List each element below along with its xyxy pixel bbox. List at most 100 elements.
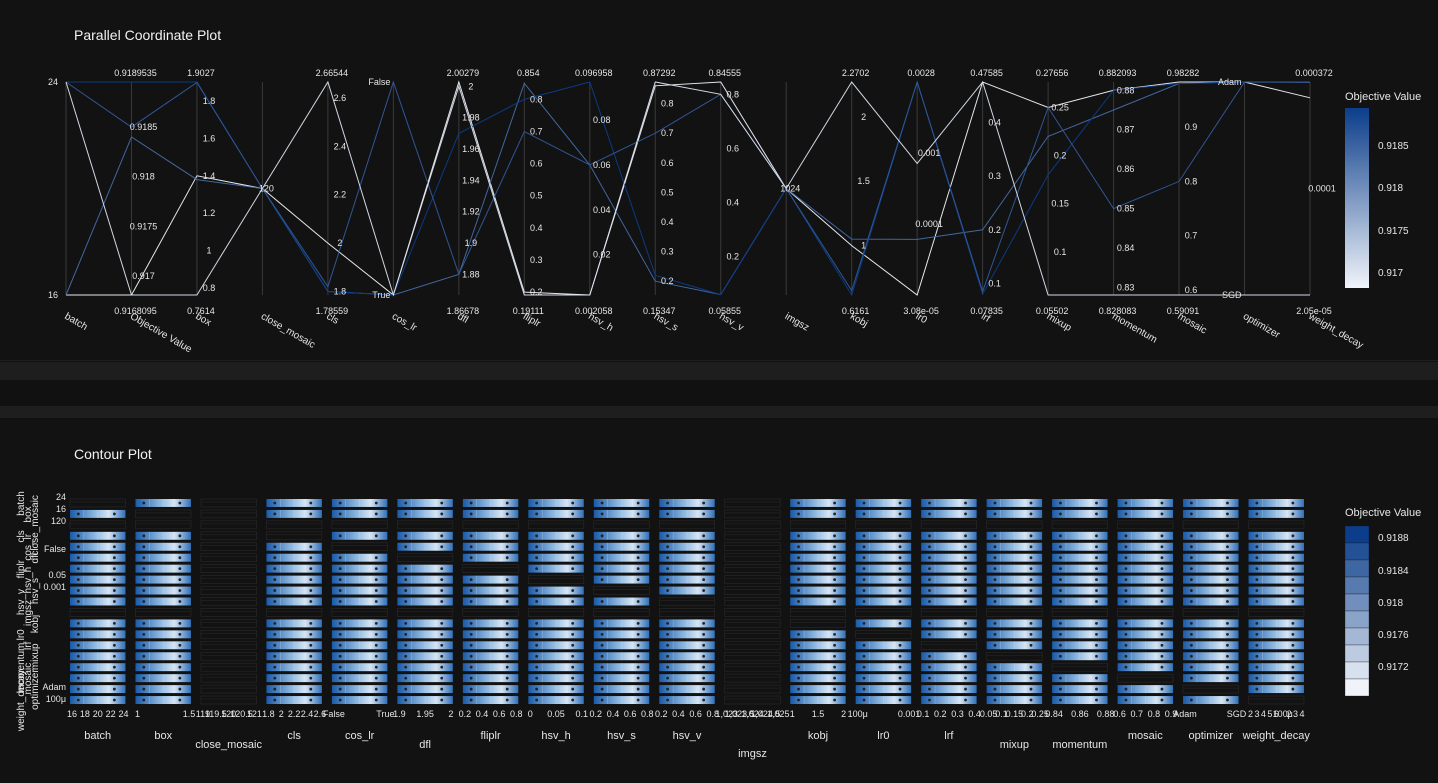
contour-cell-empty bbox=[462, 608, 519, 617]
contour-x-tick: 0.2 bbox=[655, 709, 668, 719]
trial-point bbox=[273, 654, 277, 658]
contour-x-tick: 0 bbox=[528, 709, 533, 719]
trial-point bbox=[666, 567, 669, 571]
contour-x-tick: Adam bbox=[1173, 709, 1197, 719]
trial-point bbox=[142, 632, 146, 636]
trial-point bbox=[440, 545, 444, 549]
trial-point bbox=[1226, 512, 1229, 516]
trial-point bbox=[273, 556, 277, 560]
parallel-coordinate-chart[interactable]: 24 16 batch 0.9189535 0.9185 0.918 0.9175 0.917… bbox=[0, 0, 1438, 360]
trial-point bbox=[404, 687, 408, 691]
colorbar-band bbox=[1344, 559, 1370, 578]
trial-point bbox=[1059, 643, 1062, 647]
trial-point bbox=[600, 501, 604, 505]
trial-point bbox=[112, 687, 116, 691]
trial-point bbox=[600, 654, 604, 658]
trial-point bbox=[571, 556, 575, 560]
trial-point bbox=[1124, 534, 1128, 538]
contour-cell-empty bbox=[200, 498, 257, 508]
contour-y-title: kobj bbox=[30, 615, 41, 633]
trial-point bbox=[862, 578, 866, 582]
trial-point bbox=[1255, 589, 1259, 592]
trial-point bbox=[1255, 600, 1259, 603]
trial-point bbox=[309, 621, 313, 625]
contour-cell-empty bbox=[1248, 695, 1305, 705]
trial-point bbox=[571, 589, 575, 592]
trial-point bbox=[142, 534, 146, 538]
trial-point bbox=[76, 632, 80, 636]
axis-tick-label: 1.8 bbox=[334, 287, 347, 297]
colorbar-band bbox=[1344, 678, 1370, 697]
contour-x-title: hsv_s bbox=[607, 730, 636, 742]
contour-cell-empty bbox=[200, 597, 257, 606]
trial-point bbox=[1095, 654, 1098, 658]
trial-point bbox=[666, 654, 669, 658]
trial-point bbox=[142, 578, 146, 582]
trial-point bbox=[469, 545, 473, 549]
trial-point bbox=[178, 643, 182, 647]
trial-point bbox=[309, 600, 313, 603]
trial-point bbox=[797, 556, 800, 560]
axis-tick-label: 0.19111 bbox=[513, 306, 544, 316]
trial-point bbox=[702, 676, 706, 680]
trial-point bbox=[636, 654, 640, 658]
trial-point bbox=[833, 545, 836, 549]
trial-point bbox=[338, 676, 342, 680]
trial-point bbox=[797, 643, 800, 647]
trial-point bbox=[993, 698, 997, 702]
trial-point bbox=[964, 512, 967, 516]
trial-point bbox=[600, 632, 604, 636]
trial-point bbox=[178, 578, 182, 582]
contour-cell-empty bbox=[724, 575, 781, 584]
trial-point bbox=[797, 632, 800, 636]
axis-tick-label: 0.59091 bbox=[1167, 306, 1200, 316]
axis-tick-label: 1 bbox=[206, 245, 211, 255]
trial-point bbox=[338, 556, 342, 560]
trial-point bbox=[797, 676, 800, 680]
trial-point bbox=[993, 501, 997, 505]
trial-point bbox=[1124, 665, 1128, 669]
contour-x-tick: 3 bbox=[1293, 709, 1298, 719]
trial-point bbox=[833, 567, 836, 571]
trial-point bbox=[404, 665, 408, 669]
trial-point bbox=[535, 621, 539, 625]
trial-point bbox=[1291, 654, 1295, 658]
trial-point bbox=[76, 556, 80, 560]
contour-x-tick: 1 bbox=[790, 709, 795, 719]
trial-point bbox=[571, 545, 575, 549]
axis-tick-label: 1.6 bbox=[203, 133, 216, 143]
trial-point bbox=[928, 621, 931, 625]
trial-point bbox=[833, 632, 836, 636]
trial-point bbox=[702, 556, 706, 560]
trial-point bbox=[309, 578, 313, 582]
section-divider bbox=[0, 362, 1438, 380]
trial-point bbox=[1029, 534, 1033, 538]
contour-x-tick: 1.95 bbox=[416, 709, 434, 719]
trial-point bbox=[142, 545, 146, 549]
contour-cell-empty bbox=[200, 662, 257, 672]
contour-x-tick: 0.05 bbox=[980, 709, 998, 719]
trial-point bbox=[993, 643, 997, 647]
axis-tick-label: 2.4 bbox=[334, 141, 347, 151]
trial-point bbox=[1226, 621, 1229, 625]
trial-point bbox=[928, 512, 931, 516]
axis-tick-label: 0.4 bbox=[661, 217, 674, 227]
trial-point bbox=[964, 556, 967, 560]
axis-tick-label: 0.84555 bbox=[708, 68, 741, 78]
trial-point bbox=[666, 632, 669, 636]
trial-point bbox=[1291, 567, 1295, 571]
trial-point bbox=[440, 643, 444, 647]
axis-tick-label: 0.06 bbox=[593, 160, 611, 170]
trial-point bbox=[1255, 556, 1259, 560]
trial-point bbox=[309, 687, 313, 691]
trial-point bbox=[833, 676, 836, 680]
contour-x-title: mixup bbox=[1000, 739, 1029, 751]
trial-point bbox=[1255, 512, 1259, 516]
axis-tick-label: 0.5 bbox=[530, 191, 543, 201]
trial-point bbox=[964, 589, 967, 592]
axis-title: dfl bbox=[455, 311, 470, 326]
trial-point bbox=[666, 621, 669, 625]
trial-point bbox=[666, 501, 669, 505]
trial-point bbox=[76, 643, 80, 647]
